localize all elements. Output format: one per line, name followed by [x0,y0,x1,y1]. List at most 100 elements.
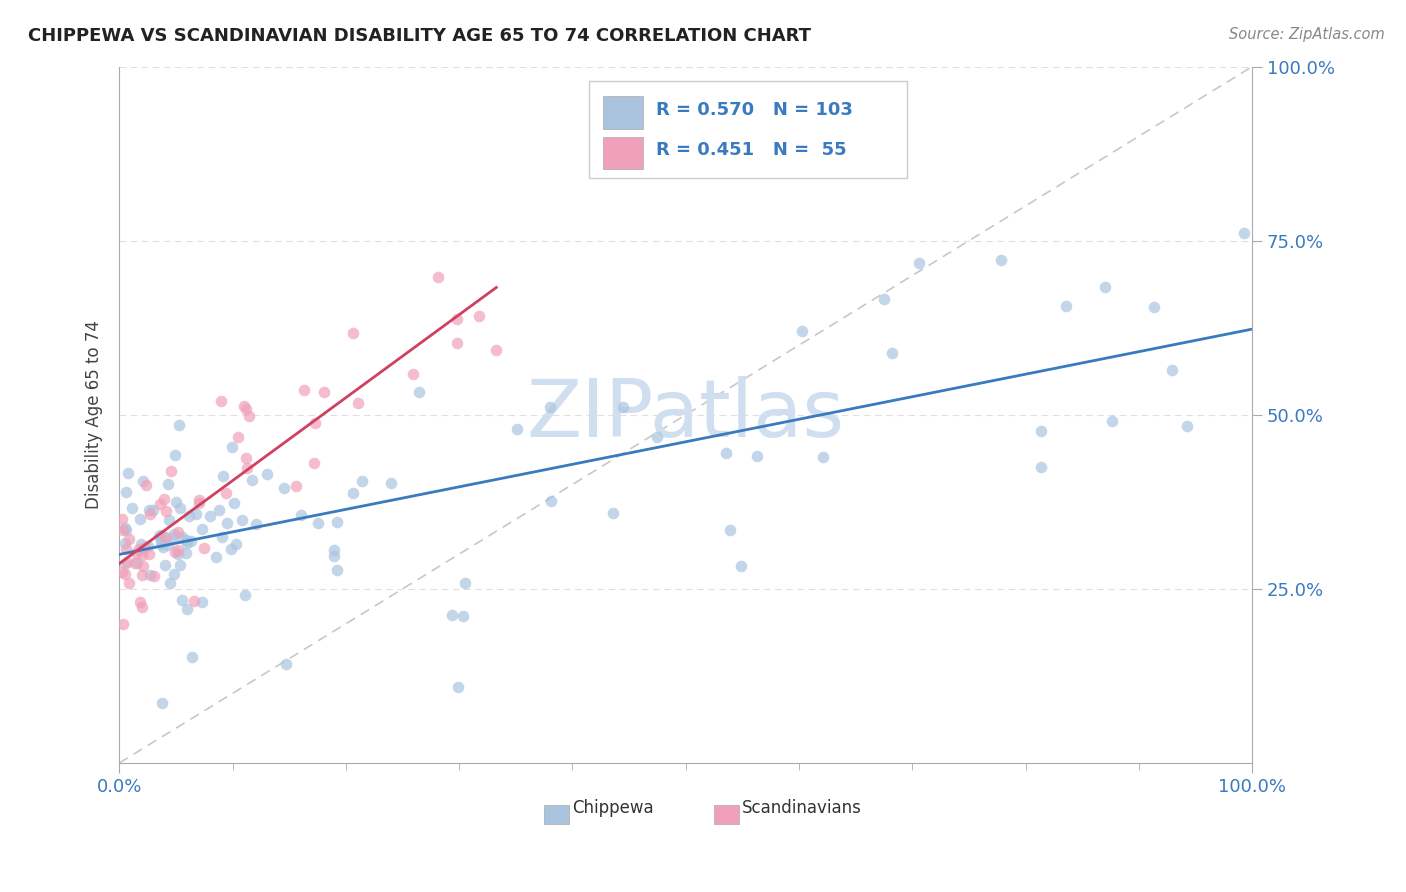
Point [350,474,373,488]
Point [540,494,562,508]
Point [226,430,249,444]
Point [138,502,160,516]
Point [256,467,278,481]
Point [111,565,134,579]
Point [485,343,508,358]
Point [115,541,138,556]
Point [235,451,257,466]
Point [790,324,813,338]
Point [138,547,160,561]
Point [114,566,136,581]
Point [128,542,150,557]
Point [132,474,155,488]
Point [155,504,177,518]
Point [142,569,165,583]
Point [117,467,139,481]
Text: Scandinavians: Scandinavians [742,799,862,817]
Point [115,523,138,537]
Point [1160,362,1182,376]
Point [180,533,202,548]
Point [149,536,172,550]
Text: R = 0.570   N = 103: R = 0.570 N = 103 [657,101,853,119]
Point [149,497,172,511]
Point [245,517,267,532]
Point [718,524,741,538]
Point [165,495,187,509]
Text: Chippewa: Chippewa [572,799,654,817]
Point [142,503,165,517]
Point [131,559,153,574]
Point [131,568,153,582]
Point [163,448,186,462]
Point [179,508,201,523]
Point [208,503,231,517]
Point [111,616,134,631]
Point [224,496,246,510]
Point [186,507,208,521]
Point [1029,459,1052,474]
Point [150,528,173,542]
Point [211,394,233,409]
Point [468,309,491,323]
Point [1143,300,1166,314]
Text: CHIPPEWA VS SCANDINAVIAN DISABILITY AGE 65 TO 74 CORRELATION CHART: CHIPPEWA VS SCANDINAVIAN DISABILITY AGE … [28,27,811,45]
Point [236,461,259,475]
Point [176,536,198,550]
Point [205,549,228,564]
Point [110,512,132,526]
Point [129,536,152,550]
Point [131,600,153,615]
Point [602,506,624,520]
Point [193,541,215,556]
Point [446,336,468,351]
Point [191,595,214,609]
Point [730,558,752,573]
Point [214,485,236,500]
Point [402,368,425,382]
Point [169,558,191,573]
Point [304,416,326,430]
Point [325,515,347,529]
Point [115,484,138,499]
Point [152,492,174,507]
Point [139,567,162,582]
Point [127,557,149,571]
Point [240,473,263,487]
Point [114,521,136,535]
Point [118,532,141,546]
Point [187,492,209,507]
Point [274,657,297,671]
Point [217,516,239,530]
Point [163,526,186,541]
Point [139,508,162,522]
Point [191,523,214,537]
Point [427,269,450,284]
Point [1101,415,1123,429]
Point [645,430,668,444]
Point [148,529,170,543]
Point [114,536,136,550]
Point [121,500,143,515]
FancyBboxPatch shape [589,80,907,178]
Point [176,601,198,615]
Bar [714,805,740,824]
Point [152,540,174,554]
Point [176,533,198,547]
Point [166,543,188,558]
Point [111,524,134,538]
Point [323,542,346,557]
Point [135,478,157,492]
Point [342,326,364,340]
Point [187,496,209,510]
Point [169,501,191,516]
Point [160,531,183,545]
Point [454,576,477,591]
Point [221,440,243,454]
Point [538,400,561,414]
Point [219,542,242,557]
Point [165,545,187,559]
Point [506,422,529,436]
Point [323,549,346,563]
Point [155,530,177,544]
Point [200,509,222,524]
